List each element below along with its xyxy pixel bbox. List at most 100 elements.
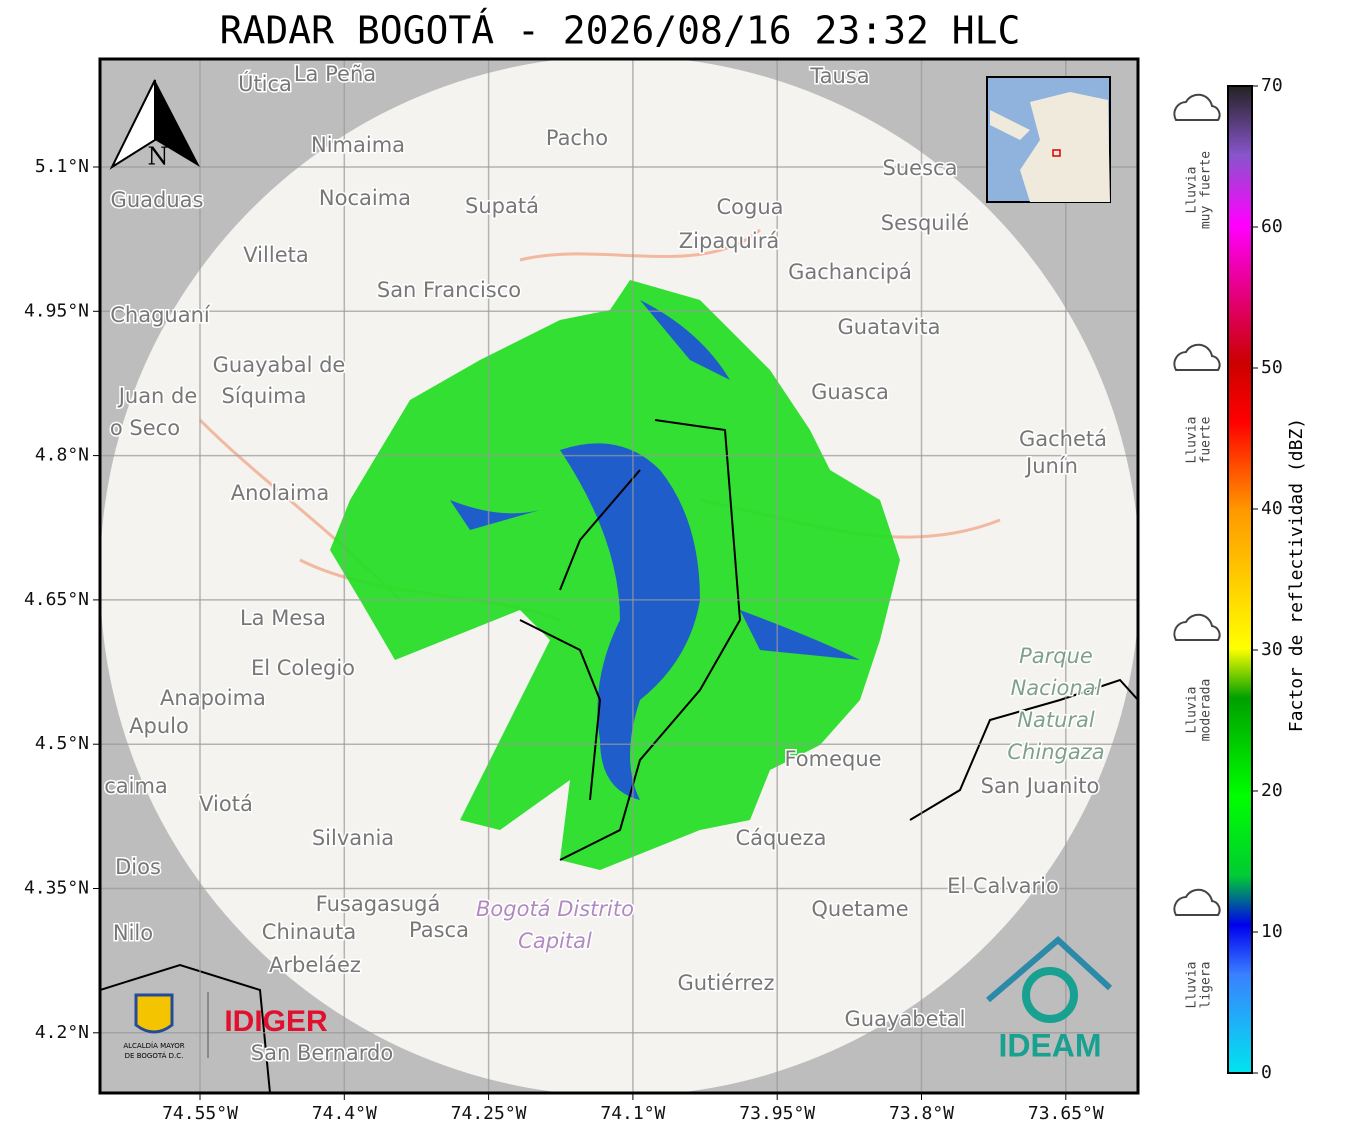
place-label: Nilo <box>113 921 153 945</box>
place-label: Villeta <box>243 243 308 267</box>
rain-level-label: Lluvia <box>1185 962 1200 1009</box>
y-tick-label: 4.2°N <box>35 1022 89 1043</box>
x-tick-label: 74.25°W <box>451 1103 527 1124</box>
colorbar-label: Factor de reflectividad (dBZ) <box>1286 418 1307 732</box>
place-label: La Peña <box>294 62 376 86</box>
place-label: Chaguaní <box>110 303 211 327</box>
place-label: Suesca <box>883 156 958 180</box>
rain-level-label: moderada <box>1199 679 1214 742</box>
place-label: Quetame <box>811 897 908 921</box>
rain-level-label: Lluvia <box>1185 167 1200 214</box>
place-label: San Francisco <box>377 278 521 302</box>
y-tick-label: 4.95°N <box>24 300 89 321</box>
colorbar-tick-label: 0 <box>1261 1062 1272 1083</box>
y-tick-label: 4.35°N <box>24 878 89 899</box>
protected-area-label: Chingaza <box>1007 740 1104 764</box>
idiger-logo: IDIGER <box>224 1005 328 1038</box>
cloud-icon <box>1173 343 1221 371</box>
place-label: Gachetá <box>1019 427 1107 451</box>
rain-level-label: ligera <box>1199 962 1214 1009</box>
place-label: Gachancipá <box>788 260 912 284</box>
place-label: Silvania <box>312 826 394 850</box>
colorbar-tick-label: 30 <box>1261 639 1283 660</box>
place-label: Apulo <box>129 714 189 738</box>
alcaldia-line: DE BOGOTÁ D.C. <box>125 1051 184 1060</box>
place-label: Anapoima <box>160 686 266 710</box>
colorbar-tick-label: 70 <box>1261 75 1283 96</box>
colorbar-tick-label: 60 <box>1261 216 1283 237</box>
place-label: Pasca <box>409 918 469 942</box>
place-label: Fusagasugá <box>316 892 441 916</box>
rain-level-label: muy fuerte <box>1199 151 1214 229</box>
x-tick-label: 74.55°W <box>162 1103 238 1124</box>
place-label: Dios <box>115 855 161 879</box>
place-label: Tausa <box>809 64 869 88</box>
y-tick-label: 4.8°N <box>35 445 89 466</box>
map-frame <box>98 57 1140 1095</box>
place-label: Síquima <box>222 384 307 408</box>
place-label: Guatavita <box>838 315 941 339</box>
place-label: o Seco <box>110 416 180 440</box>
dept-boundaries <box>100 678 1138 1093</box>
x-tick-label: 73.8°W <box>889 1103 954 1124</box>
rain-level-label: fuerte <box>1199 416 1214 463</box>
x-tick-label: 74.4°W <box>312 1103 377 1124</box>
x-tick-label: 73.95°W <box>739 1103 815 1124</box>
places: Útica La Peña Tausa Pacho Nimaima Guaduas Noca… <box>103 61 1109 1067</box>
y-tick-label: 5.1°N <box>35 156 89 177</box>
colorbar-tick-label: 40 <box>1261 498 1283 519</box>
cloud-icon <box>1173 613 1221 641</box>
place-label: El Calvario <box>947 874 1059 898</box>
place-label: Anolaima <box>231 481 329 505</box>
rain-level-label: Lluvia <box>1185 417 1200 464</box>
cloud-icon <box>1173 93 1221 121</box>
place-label: Guaduas <box>111 188 204 212</box>
place-label: Gutiérrez <box>678 971 775 995</box>
protected-area-label: Parque <box>1019 644 1093 668</box>
logos: ALCALDÍA MAYOR DE BOGOTÁ D.C. IDIGER IDE… <box>123 935 1113 1063</box>
place-label: Pacho <box>546 126 608 150</box>
title: RADAR BOGOTÁ - 2026/08/16 23:32 HLC <box>220 9 1021 53</box>
place-label: Junín <box>1024 454 1078 478</box>
place-label: Útica <box>238 71 292 96</box>
y-tick-label: 4.5°N <box>35 733 89 754</box>
place-label: La Mesa <box>240 606 326 630</box>
place-label: Supatá <box>465 194 539 218</box>
colorbar-tick-label: 20 <box>1261 780 1283 801</box>
place-label: Fomeque <box>784 747 881 771</box>
protected-area-label: Natural <box>1017 708 1095 732</box>
colorbar-tick-label: 10 <box>1261 921 1283 942</box>
y-tick-label: 4.65°N <box>24 589 89 610</box>
x-tick-label: 73.65°W <box>1028 1103 1104 1124</box>
map: Útica La Peña Tausa Pacho Nimaima Guaduas Noca… <box>100 59 1138 1093</box>
radar-echo-core <box>450 300 860 800</box>
rain-level-label: Lluvia <box>1185 687 1200 734</box>
place-label: Viotá <box>199 792 253 816</box>
place-label: Arbeláez <box>269 953 361 977</box>
protected-area-label: Nacional <box>1011 676 1102 700</box>
place-label: Zipaquirá <box>679 229 779 253</box>
inset-map <box>986 76 1111 203</box>
place-label: Chinauta <box>262 920 356 944</box>
place-label: Cogua <box>716 195 783 219</box>
place-label: caima <box>104 774 168 798</box>
cloud-icon <box>1173 888 1221 916</box>
radar-echo <box>330 280 900 870</box>
place-label: Guasca <box>811 380 889 404</box>
colorbar <box>1227 85 1253 1074</box>
place-label: Nimaima <box>311 133 405 157</box>
place-label: Guayabetal <box>845 1007 966 1031</box>
x-tick-label: 74.1°W <box>600 1103 665 1124</box>
place-label: Guayabal de <box>213 353 346 377</box>
place-label: San Bernardo <box>251 1041 393 1065</box>
ideam-logo: IDEAM <box>998 1027 1101 1063</box>
axes: 74.55°W 74.4°W 74.25°W 74.1°W 73.95°W 73.8°W 7… <box>24 156 1104 1124</box>
grid <box>100 59 1138 1093</box>
place-label: Sesquilé <box>881 211 969 235</box>
boundaries <box>519 419 742 861</box>
place-label: Juan de <box>117 384 198 408</box>
place-label: Nocaima <box>319 186 411 210</box>
place-label: San Juanito <box>981 774 1100 798</box>
north-label: N <box>148 143 169 171</box>
